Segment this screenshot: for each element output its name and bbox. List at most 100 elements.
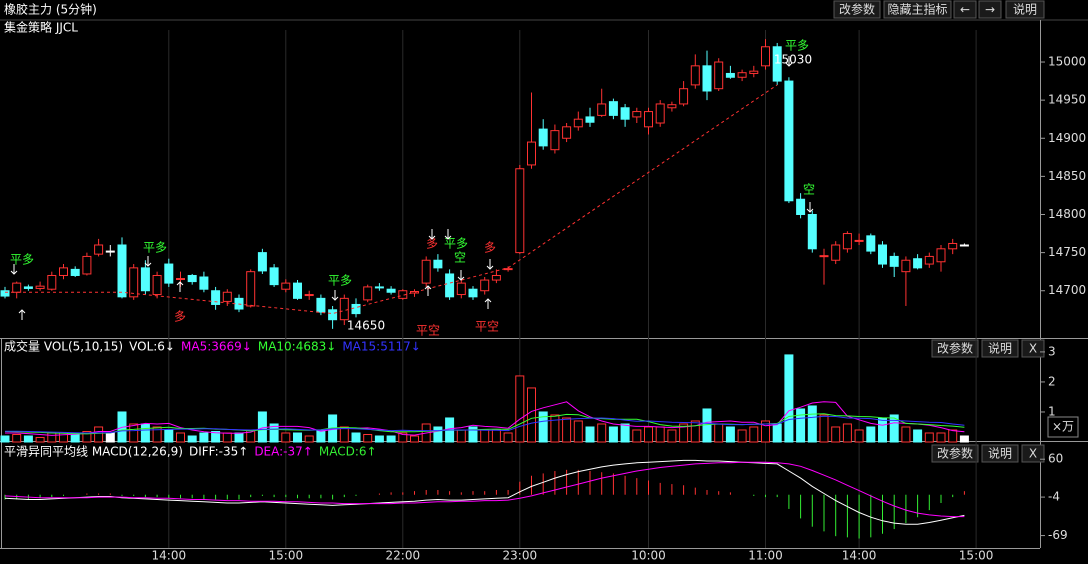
volume-bar — [105, 432, 115, 443]
candle-body — [480, 279, 490, 292]
button[interactable]: X — [1021, 339, 1045, 358]
button[interactable]: 隐藏主指标 — [883, 0, 952, 19]
button-label[interactable]: 改参数 — [839, 2, 875, 17]
volume-bar — [936, 432, 946, 443]
volume-bar — [491, 429, 501, 443]
volume-bar — [363, 433, 373, 443]
candle-body — [257, 252, 267, 272]
signal-arrow — [457, 270, 465, 281]
button-label[interactable]: 改参数 — [937, 446, 973, 461]
volume-bar — [550, 414, 560, 443]
candle-body — [796, 198, 806, 215]
x-tick-label: 23:00 — [503, 549, 538, 563]
signal-line — [5, 84, 778, 315]
button-label[interactable]: 隐藏主指标 — [887, 2, 947, 17]
unit-label: ×万 — [1052, 420, 1074, 434]
button-frame — [981, 339, 1019, 358]
candle-body — [608, 101, 618, 116]
candle-body — [620, 107, 630, 120]
x-tick-label: 11:00 — [748, 549, 783, 563]
candle-body — [573, 118, 583, 128]
button-label[interactable]: X — [1029, 447, 1037, 461]
volume-bar — [585, 426, 595, 443]
button-label[interactable]: → — [985, 3, 995, 17]
volume-bar — [386, 435, 396, 443]
candle-body — [737, 72, 747, 78]
volume-bar — [796, 408, 806, 443]
volume-bar — [410, 435, 419, 443]
signal-arrow — [424, 285, 432, 296]
series-line — [5, 415, 965, 434]
signal-label: 平多 — [328, 274, 352, 288]
candle-body — [503, 268, 513, 271]
button-label[interactable]: X — [1029, 342, 1037, 356]
button[interactable]: 说明 — [981, 444, 1019, 463]
candle-body — [468, 288, 478, 298]
candle-body — [819, 255, 829, 258]
candle-body — [491, 274, 501, 281]
button[interactable]: 改参数 — [833, 0, 881, 19]
series-line — [5, 401, 965, 436]
volume-bar — [0, 435, 10, 443]
y-tick-label: 1 — [1048, 404, 1056, 418]
volume-bar — [702, 408, 712, 443]
button-frame — [981, 444, 1019, 463]
candle-body — [749, 70, 759, 74]
candle-body — [714, 61, 724, 90]
y-tick-label: 14950 — [1048, 93, 1086, 107]
candle-body — [222, 291, 232, 302]
volume-bar — [761, 420, 770, 443]
signal-label: 平多 — [785, 39, 809, 53]
candle-body — [316, 297, 326, 313]
volume-bar — [187, 435, 197, 443]
legend-entry: MACD:6↑ — [319, 445, 377, 459]
candle-body — [363, 286, 373, 301]
button-label[interactable]: ← — [960, 3, 970, 17]
button-label[interactable]: 说明 — [1013, 2, 1037, 17]
signal-label: 平空 — [475, 320, 499, 334]
candle-body — [47, 274, 57, 290]
button-label[interactable]: 说明 — [988, 446, 1012, 461]
button[interactable]: 改参数 — [931, 444, 979, 463]
volume-bar — [257, 411, 267, 443]
button-label[interactable]: 说明 — [988, 341, 1012, 356]
button[interactable]: → — [978, 0, 1002, 19]
button[interactable]: 改参数 — [931, 339, 979, 358]
button[interactable]: X — [1021, 444, 1045, 463]
volume-bar — [374, 435, 384, 443]
candle-body — [924, 255, 934, 265]
volume-bar — [351, 432, 361, 443]
candle-body — [421, 259, 431, 284]
y-tick-label: -69 — [1048, 528, 1068, 542]
volume-bar — [562, 417, 572, 443]
volume-bar — [831, 426, 841, 443]
candle-body — [655, 103, 665, 124]
button-frame — [931, 444, 979, 463]
volume-bar — [959, 435, 969, 443]
candle-body — [398, 290, 408, 299]
candle-body — [959, 244, 969, 247]
button[interactable]: 说明 — [1005, 0, 1045, 19]
signal-arrow — [486, 259, 494, 270]
candle-body — [82, 255, 92, 275]
x-tick-label: 10:00 — [631, 549, 666, 563]
signal-label: 平空 — [416, 324, 440, 338]
candle-body — [854, 239, 864, 242]
volume-bar — [889, 414, 899, 443]
volume-bar — [339, 426, 349, 443]
button[interactable]: 说明 — [981, 339, 1019, 358]
volume-bar — [316, 429, 326, 443]
volume-bar — [140, 423, 150, 443]
signal-label: 多 — [426, 237, 438, 251]
button[interactable]: ← — [953, 0, 977, 19]
candle-body — [386, 288, 396, 293]
candle-body — [679, 88, 689, 105]
volume-bar — [129, 423, 139, 443]
volume-bar — [725, 426, 735, 443]
signal-arrow — [10, 264, 18, 275]
volume-bar — [819, 414, 829, 443]
button-label[interactable]: 改参数 — [937, 341, 973, 356]
chart-title: 橡胶主力 (5分钟) — [4, 2, 97, 17]
candle-body — [866, 235, 876, 252]
